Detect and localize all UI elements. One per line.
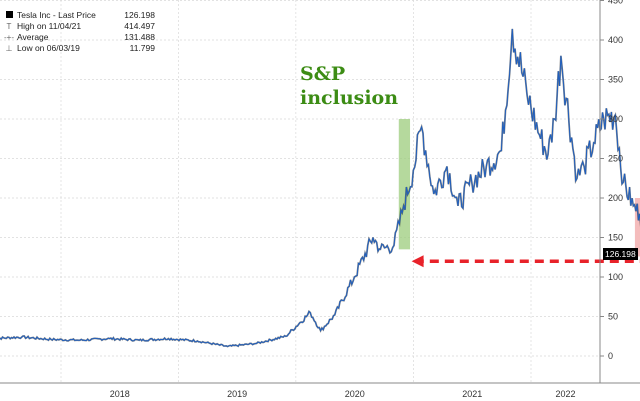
last-price-label: 126.198 (603, 248, 638, 260)
legend-label: Tesla Inc - Last Price (17, 10, 96, 20)
y-tick-label: 400 (608, 35, 623, 45)
x-tick-label: 2022 (555, 389, 575, 399)
plot-background (0, 0, 600, 383)
legend-row-low: ⊥ Low on 06/03/19 11.799 (4, 43, 155, 54)
price-line (0, 28, 640, 348)
y-tick-label: 50 (608, 312, 618, 322)
x-tick-label: 2020 (345, 389, 365, 399)
y-tick-label: 150 (608, 233, 623, 243)
x-axis-ticks: 2018 2019 2020 2021 2022 (110, 389, 576, 399)
y-tick-label: 300 (608, 114, 623, 124)
legend-row-high: T High on 11/04/21 414.497 (4, 21, 155, 32)
annotation-line-1: S&P (300, 63, 346, 85)
x-tick-label: 2018 (110, 389, 130, 399)
gridlines (0, 0, 600, 383)
inverted-t-marker-icon: ⊥ (5, 44, 13, 53)
dashed-line-icon: -+- (4, 33, 14, 42)
legend-row-last-price: Tesla Inc - Last Price 126.198 (4, 10, 155, 21)
recent-decline-highlight (634, 198, 640, 257)
filled-square-icon (4, 10, 14, 21)
legend-label: Average (17, 32, 49, 42)
legend-value: 131.488 (124, 32, 155, 42)
sp-inclusion-annotation: S&P inclusion (300, 62, 398, 110)
arrow-head (411, 255, 424, 268)
legend-value: 414.497 (124, 21, 155, 31)
y-axis-ticks: 0 50 100 150 200 250 300 350 400 450 (600, 0, 623, 361)
x-tick-label: 2019 (227, 389, 247, 399)
y-tick-label: 0 (608, 351, 613, 361)
legend-value: 126.198 (124, 10, 155, 20)
t-marker-icon: T (6, 22, 12, 31)
x-tick-label: 2021 (462, 389, 482, 399)
sp-inclusion-highlight (398, 119, 411, 250)
highlight-regions (398, 119, 640, 257)
legend-value: 11.799 (129, 43, 155, 53)
legend-label: Low on 06/03/19 (17, 43, 80, 53)
arrow-annotation (411, 255, 640, 268)
price-series (0, 28, 640, 348)
chart-legend: Tesla Inc - Last Price 126.198 T High on… (4, 10, 155, 54)
y-tick-label: 250 (608, 154, 623, 164)
legend-label: High on 11/04/21 (17, 21, 82, 31)
y-tick-label: 450 (608, 0, 623, 6)
legend-row-average: -+- Average 131.488 (4, 32, 155, 43)
y-tick-label: 350 (608, 75, 623, 85)
y-tick-label: 100 (608, 272, 623, 282)
y-tick-label: 200 (608, 193, 623, 203)
annotation-line-2: inclusion (300, 87, 399, 109)
